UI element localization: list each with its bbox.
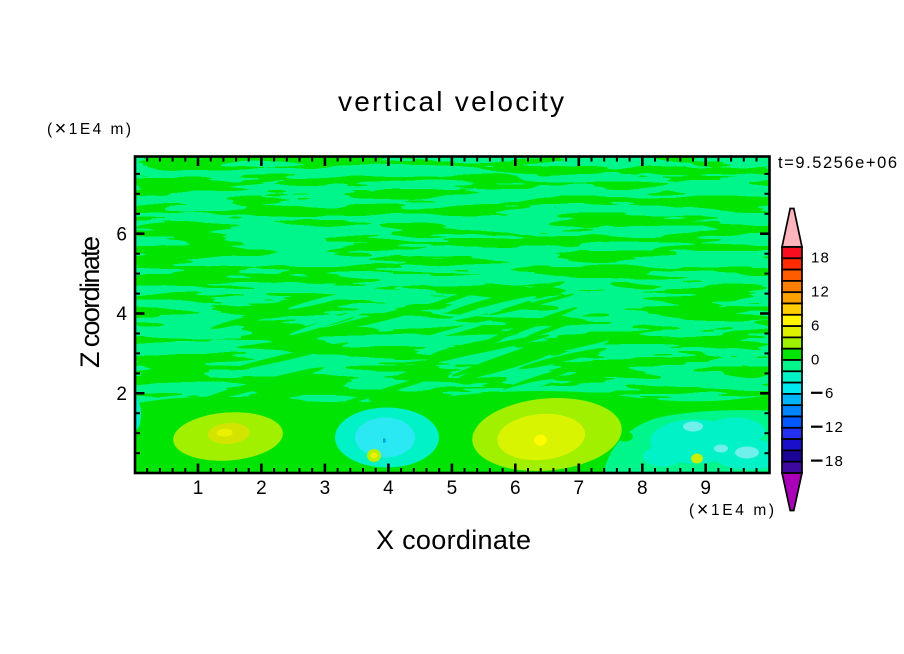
svg-text:12: 12 bbox=[825, 419, 844, 436]
svg-text:12: 12 bbox=[811, 284, 830, 301]
svg-text:9: 9 bbox=[700, 478, 711, 499]
svg-text:5: 5 bbox=[447, 478, 458, 499]
svg-text:6: 6 bbox=[116, 224, 127, 245]
svg-text:6: 6 bbox=[825, 385, 835, 402]
svg-text:8: 8 bbox=[637, 478, 648, 499]
svg-text:4: 4 bbox=[383, 478, 394, 499]
svg-text:2: 2 bbox=[256, 478, 267, 499]
svg-text:(×1E4 m): (× 1E4 m) bbox=[689, 499, 774, 521]
svg-text:2: 2 bbox=[116, 384, 127, 405]
svg-text:Z coordinate: Z coordinate bbox=[75, 236, 105, 368]
svg-text:6: 6 bbox=[510, 478, 521, 499]
svg-text:6: 6 bbox=[811, 317, 821, 334]
svg-text:4: 4 bbox=[116, 304, 127, 325]
svg-text:18: 18 bbox=[825, 453, 844, 470]
svg-text:vertical velocity: vertical velocity bbox=[338, 86, 564, 117]
svg-text:7: 7 bbox=[574, 478, 585, 499]
svg-text:0: 0 bbox=[811, 351, 821, 368]
svg-text:1: 1 bbox=[193, 478, 204, 499]
svg-text:X coordinate: X coordinate bbox=[376, 525, 531, 555]
svg-text:t=9.5256e+06: t=9.5256e+06 bbox=[778, 154, 897, 172]
svg-text:18: 18 bbox=[811, 250, 830, 267]
svg-text:3: 3 bbox=[320, 478, 331, 499]
svg-text:(×1E4 m): (× 1E4 m) bbox=[47, 118, 131, 140]
